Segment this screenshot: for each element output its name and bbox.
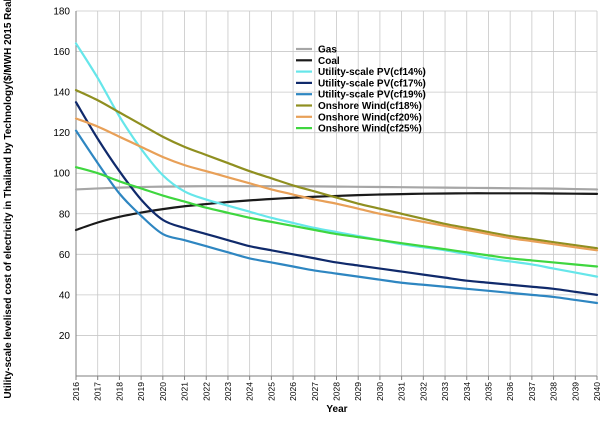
series-line xyxy=(74,192,599,232)
y-tick-label: 180 xyxy=(53,7,70,18)
x-tick-label: 2025 xyxy=(266,382,276,401)
x-tick-label: 2021 xyxy=(180,382,190,401)
legend-label: Onshore Wind(cf18%) xyxy=(318,101,422,112)
legend-label: Utility-scale PV(cf19%) xyxy=(318,90,426,101)
x-tick-label: 2027 xyxy=(310,382,320,401)
x-tick-label: 2028 xyxy=(332,382,342,401)
series-line xyxy=(74,42,599,278)
x-tick-label: 2029 xyxy=(353,382,363,401)
y-tick-label: 20 xyxy=(59,331,71,342)
x-tick-label: 2020 xyxy=(158,382,168,401)
x-tick-label: 2034 xyxy=(462,382,472,401)
x-tick-label: 2022 xyxy=(201,382,211,401)
axes xyxy=(75,11,598,380)
x-tick-label: 2017 xyxy=(93,382,103,401)
x-tick-label: 2040 xyxy=(592,382,600,401)
x-tick-label: 2033 xyxy=(440,382,450,401)
x-tick-labels: 2016 2017 2018 2019 2020 2021 2022 2023 2024 2025… xyxy=(71,382,600,401)
y-tick-label: 100 xyxy=(53,169,70,180)
series-line xyxy=(74,166,599,268)
x-tick-label: 2030 xyxy=(375,382,385,401)
y-tick-label: 120 xyxy=(53,128,70,139)
x-tick-label: 2018 xyxy=(114,382,124,401)
legend-label: Gas xyxy=(318,45,337,56)
x-tick-label: 2038 xyxy=(549,382,559,401)
series-line xyxy=(74,129,599,305)
x-tick-label: 2037 xyxy=(527,382,537,401)
y-tick-labels: 20 40 60 80 100 120 140 160 180 xyxy=(53,7,70,342)
y-tick-label: 160 xyxy=(53,47,70,58)
x-tick-label: 2016 xyxy=(71,382,81,401)
y-axis-title: Utility-scale levelised cost of electric… xyxy=(3,0,14,399)
x-tick-label: 2019 xyxy=(136,382,146,401)
legend-label: Onshore Wind(cf25%) xyxy=(318,124,422,135)
y-tick-label: 140 xyxy=(53,88,70,99)
y-tick-label: 80 xyxy=(59,209,71,220)
legend-label: Coal xyxy=(318,56,340,67)
x-tick-label: 2024 xyxy=(245,382,255,401)
series-line xyxy=(74,185,599,191)
series-line xyxy=(74,88,599,250)
legend-label: Onshore Wind(cf20%) xyxy=(318,112,422,123)
x-tick-label: 2026 xyxy=(288,382,298,401)
series-lines xyxy=(74,42,599,305)
legend-label: Utility-scale PV(cf17%) xyxy=(318,78,426,89)
x-axis-title: Year xyxy=(326,404,347,415)
x-tick-label: 2031 xyxy=(397,382,407,401)
x-tick-label: 2036 xyxy=(505,382,515,401)
legend-label: Utility-scale PV(cf14%) xyxy=(318,67,426,78)
x-tick-label: 2039 xyxy=(570,382,580,401)
x-tick-label: 2035 xyxy=(483,382,493,401)
series-line xyxy=(74,117,599,252)
series-line xyxy=(74,101,599,296)
x-tick-label: 2023 xyxy=(223,382,233,401)
y-tick-label: 60 xyxy=(59,250,71,261)
y-tick-label: 40 xyxy=(59,290,71,301)
x-tick-label: 2032 xyxy=(418,382,428,401)
